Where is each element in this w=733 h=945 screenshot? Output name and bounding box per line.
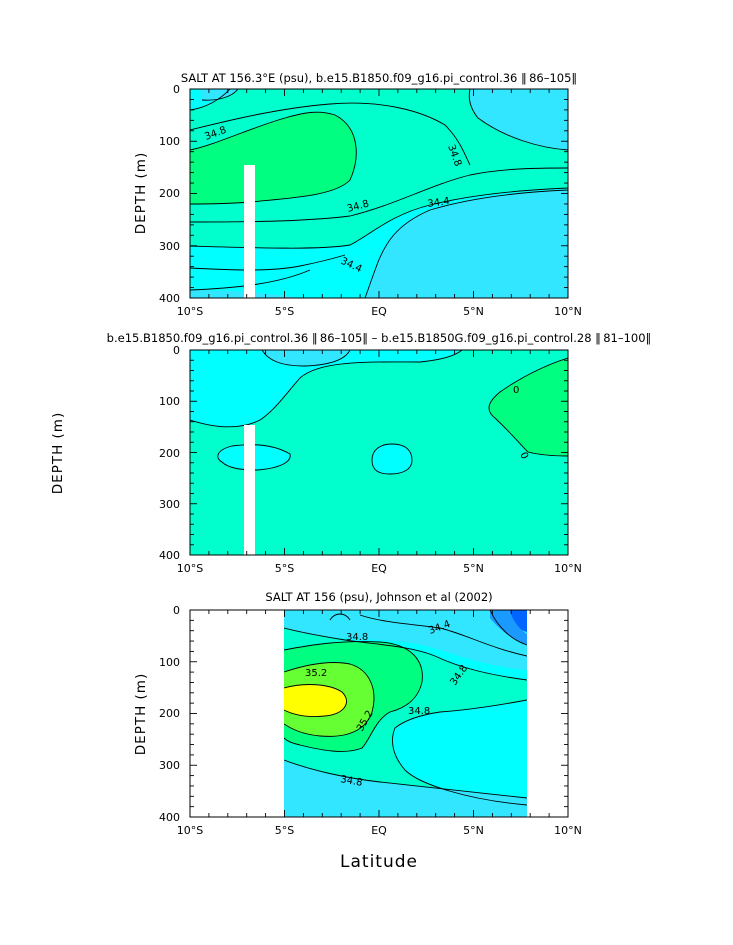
p3-ytick-1: 0 [173,604,180,617]
p2-ytick-1: 0 [173,344,180,357]
p2-ytick-4: 300 [159,498,180,511]
p3-xlabel: Latitude [340,852,418,872]
p3-contour-b [284,641,423,752]
p3-ytick-2: 100 [159,656,180,669]
panel-1: SALT AT 156.3°E (psu), b.e15.B1850.f09_g… [133,71,582,318]
p3-clabel-1: 34.8 [346,632,368,643]
p3-band-mid-blue [490,610,527,645]
p1-band-lightcyan-nw [200,89,238,101]
p1-ytick-5: 400 [159,292,180,305]
p3-ytick-3: 200 [159,707,180,720]
p3-band-lightcyan-bottom [284,760,527,817]
p2-clabel-2: 0 [517,451,530,461]
p2-missing-data [244,425,255,555]
p2-contour-d [371,443,413,475]
p1-ylabel: DEPTH (m) [133,152,149,234]
p2-ytick-5: 400 [159,549,180,562]
p3-band-blue [508,610,527,632]
panel-2-fill [190,350,568,555]
p2-clabel-1: 0 [513,385,519,396]
p3-xtick-5: 10°N [554,824,582,837]
p2-xtick-1: 10°S [177,562,203,575]
panel-1-fill [190,89,568,298]
p1-ytick-4: 300 [159,240,180,253]
p3-xtick-4: 5°N [463,824,484,837]
p2-xtick-4: 5°N [463,562,484,575]
p2-ylabel: DEPTH (m) [50,412,66,494]
panel-3-fill [284,610,527,817]
p3-ytick-5: 400 [159,811,180,824]
p2-contour-e [488,357,568,457]
p3-clabel-6: 34.8 [408,706,430,717]
p2-contour-c [217,444,291,471]
p1-contour-b [201,89,239,101]
p3-xtick-1: 10°S [177,824,203,837]
p3-xtick-3: EQ [371,824,387,837]
p3-contour-g [359,614,527,657]
p3-band-yellow [284,684,347,717]
p3-xtick-2: 5°S [275,824,294,837]
p2-band-lightcyan [262,350,350,366]
p1-ytick-3: 200 [159,187,180,200]
p1-missing-data [244,165,255,298]
p2-contour-b [261,350,351,367]
panel-3-title: SALT AT 156 (psu), Johnson et al (2002) [265,590,492,604]
p2-xtick-2: 5°S [275,562,294,575]
p1-band-lightcyan-ne [469,89,568,150]
p3-clabel-3: 35.2 [305,668,327,679]
p3-contour-c [284,662,375,737]
p1-ytick-2: 100 [159,135,180,148]
p2-band-cyan [190,350,462,427]
p1-contour-i [190,254,346,271]
p1-band-lightcyan-se [365,190,568,298]
p2-ytick-2: 100 [159,395,180,408]
p3-contour-i [329,613,351,621]
p1-contour-e [468,89,568,151]
p2-ytick-3: 200 [159,447,180,460]
p3-contour-f [284,759,527,799]
p3-band-lightcyan-top [284,610,527,670]
p3-clabel-7: 34.8 [339,774,363,789]
panel-2: b.e15.B1850.f09_g16.pi_control.36 ‖ 86–1… [50,331,651,575]
panel-1-title: SALT AT 156.3°E (psu), b.e15.B1850.f09_g… [181,71,577,85]
p1-band-green [190,112,357,204]
panel-2-title: b.e15.B1850.f09_g16.pi_control.36 ‖ 86–1… [107,331,652,345]
p1-xtick-2: 5°S [275,305,294,318]
p1-xtick-1: 10°S [177,305,203,318]
p3-contour-h [489,610,527,646]
p2-xtick-3: EQ [371,562,387,575]
p3-ylabel: DEPTH (m) [133,673,149,755]
p1-contour-g [190,167,568,223]
p2-contour-a [190,350,463,428]
p1-xtick-5: 10°N [554,305,582,318]
p2-xtick-5: 10°N [554,562,582,575]
p1-contour-a [190,89,231,111]
p1-contour-f [190,187,568,249]
p1-clabel-4: 34.4 [427,196,451,210]
p1-contour-h [364,189,568,298]
panel-3: SALT AT 156 (psu), Johnson et al (2002) [133,590,582,872]
p2-band-cyan-eq [372,444,412,474]
p1-contour-d [190,102,471,166]
p1-ytick-1: 0 [173,83,180,96]
p1-xtick-3: EQ [371,305,387,318]
p3-ytick-4: 300 [159,759,180,772]
p3-contour-d [284,684,347,717]
p1-contour-j [190,269,311,291]
p1-xtick-4: 5°N [463,305,484,318]
